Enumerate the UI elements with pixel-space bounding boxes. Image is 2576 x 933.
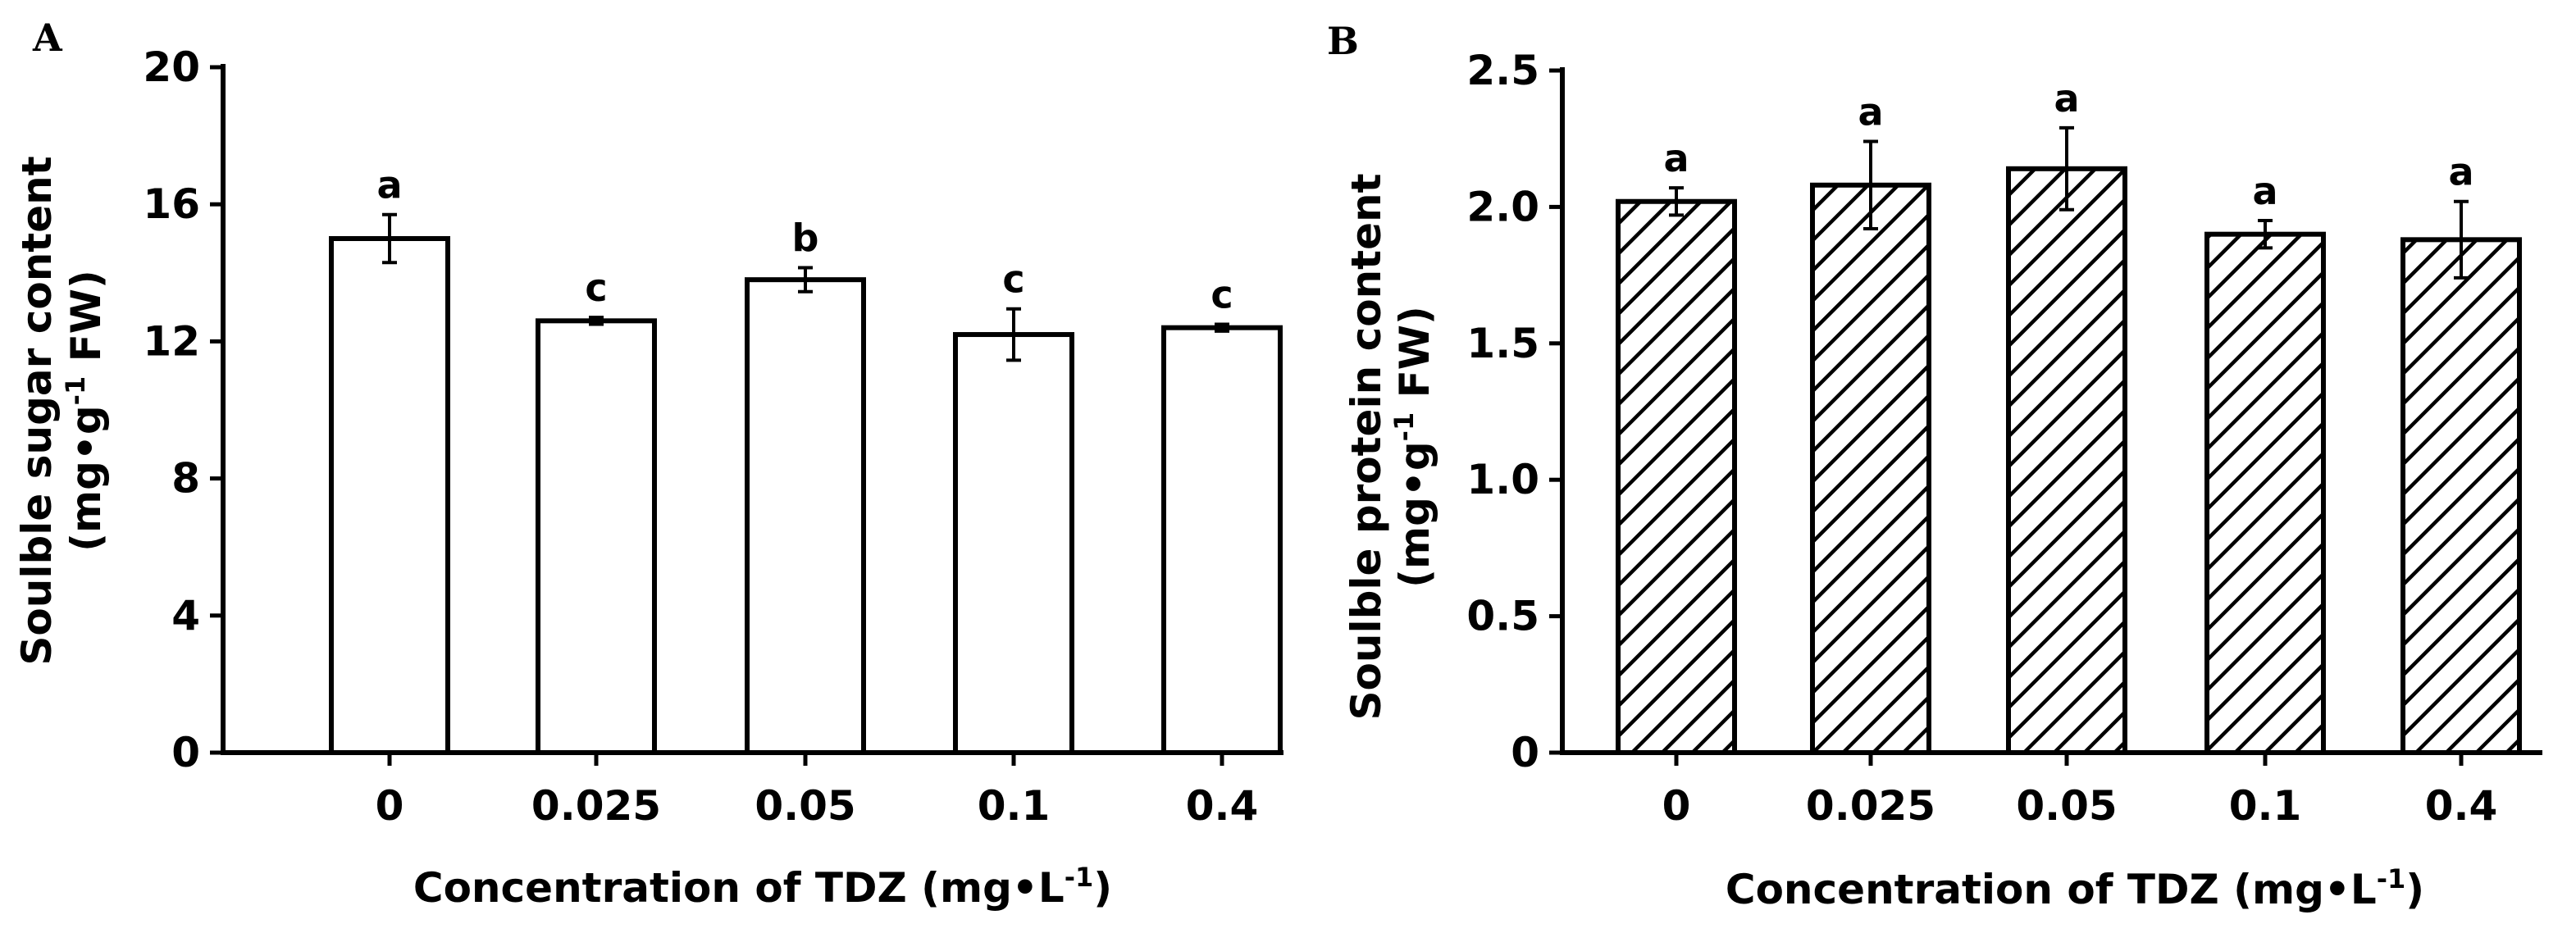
panel-b-axes	[1560, 67, 2542, 755]
panel-a-y-tick-label: 12	[143, 317, 200, 365]
panel-b-chart: B a a a a a 0 0.5 1.0 1.5 2.0 2.5 0 0.025 0.05 0.1 0.…	[1327, 19, 2542, 913]
panel-a-y-ticks: 0 4 8 12 16 20	[143, 43, 223, 776]
panel-b-significance-label: a	[2448, 150, 2473, 194]
panel-b-x-tick-label: 0.025	[1806, 782, 1935, 830]
panel-b-x-ticks: 0 0.025 0.05 0.1 0.4	[1662, 753, 2498, 830]
panel-a-bar	[536, 318, 657, 755]
panel-b-x-tick-label: 0.05	[2016, 782, 2117, 830]
panel-a-significance-label: b	[792, 216, 819, 261]
panel-a-y-tick-label: 8	[171, 455, 200, 503]
panel-a-axes	[221, 64, 1283, 755]
panel-a-x-tick-label: 0.025	[531, 782, 661, 830]
panel-b-y-tick-label: 2.0	[1466, 183, 1539, 230]
panel-b-y-tick-label: 0	[1511, 729, 1539, 776]
panel-b-x-axis-title: Concentration of TDZ (mg•L-1)	[1726, 863, 2424, 913]
panel-b-y-tick-label: 1.5	[1466, 320, 1539, 367]
panel-b-bars	[1616, 166, 2522, 756]
panel-b-significance-label: a	[1663, 136, 1689, 180]
panel-a-y-tick-label: 4	[171, 592, 200, 639]
panel-a-x-axis-title: Concentration of TDZ (mg•L-1)	[413, 862, 1112, 912]
panel-a-x-tick-label: 0	[376, 782, 404, 830]
panel-a-y-tick-label: 0	[171, 729, 200, 776]
panel-b-y-axis-title: Soulble protein content	[1343, 174, 1390, 721]
panel-b-letter: B	[1327, 19, 1359, 63]
panel-b-bar	[2204, 231, 2326, 755]
panel-a-error-bars	[382, 212, 1229, 362]
panel-b-significance-label: a	[2054, 76, 2079, 121]
panel-b-significance-labels: a a a a a	[1663, 76, 2473, 213]
panel-a-significance-label: c	[585, 266, 607, 310]
panel-a-y-axis-unit: (mg•g-1 FW)	[60, 270, 110, 552]
panel-a-x-tick-label: 0.05	[755, 782, 855, 830]
panel-a-significance-label: c	[1002, 257, 1024, 302]
panel-b-bar	[2400, 237, 2522, 755]
panel-a-significance-label: a	[376, 163, 402, 207]
panel-b-y-tick-label: 0.5	[1466, 593, 1539, 640]
panel-b-y-tick-label: 1.0	[1466, 456, 1539, 503]
panel-b-significance-label: a	[1858, 90, 1883, 134]
panel-a-y-tick-label: 16	[143, 180, 200, 228]
panel-a-y-tick-label: 20	[143, 43, 200, 91]
panel-b-y-ticks: 0 0.5 1.0 1.5 2.0 2.5	[1466, 47, 1562, 776]
panel-a-bars	[329, 236, 1283, 756]
panel-a-significance-label: c	[1210, 273, 1233, 317]
panel-a-letter: A	[32, 16, 63, 60]
panel-b-bar	[2006, 166, 2127, 756]
panel-a-y-axis-title: Soulble sugar content	[13, 156, 61, 665]
panel-a-bar	[1161, 325, 1283, 755]
panel-b-y-axis-unit: (mg•g-1 FW)	[1388, 306, 1438, 588]
panel-a-bar	[953, 332, 1074, 755]
panel-b-x-tick-label: 0.1	[2229, 782, 2302, 830]
panel-a-x-tick-label: 0.4	[1186, 782, 1259, 830]
panel-a-bar	[329, 236, 450, 755]
panel-b-bar	[1810, 182, 1931, 755]
panel-a-chart: A a c b c c 0 4 8 12 16 20 0 0.025 0.05 0.1 0.4 Soulb…	[13, 16, 1283, 912]
panel-b-x-tick-label: 0.4	[2425, 782, 2498, 830]
panel-b-error-bars	[1669, 125, 2469, 280]
panel-a-significance-labels: a c b c c	[376, 163, 1233, 317]
panel-b-bar	[1616, 198, 1737, 755]
panel-b-x-tick-label: 0	[1662, 782, 1691, 830]
panel-b-y-tick-label: 2.5	[1466, 47, 1539, 94]
panel-b-significance-label: a	[2252, 169, 2277, 213]
panel-a-x-tick-label: 0.1	[978, 782, 1051, 830]
panel-a-x-ticks: 0 0.025 0.05 0.1 0.4	[376, 753, 1259, 830]
panel-a-bar	[745, 277, 866, 756]
